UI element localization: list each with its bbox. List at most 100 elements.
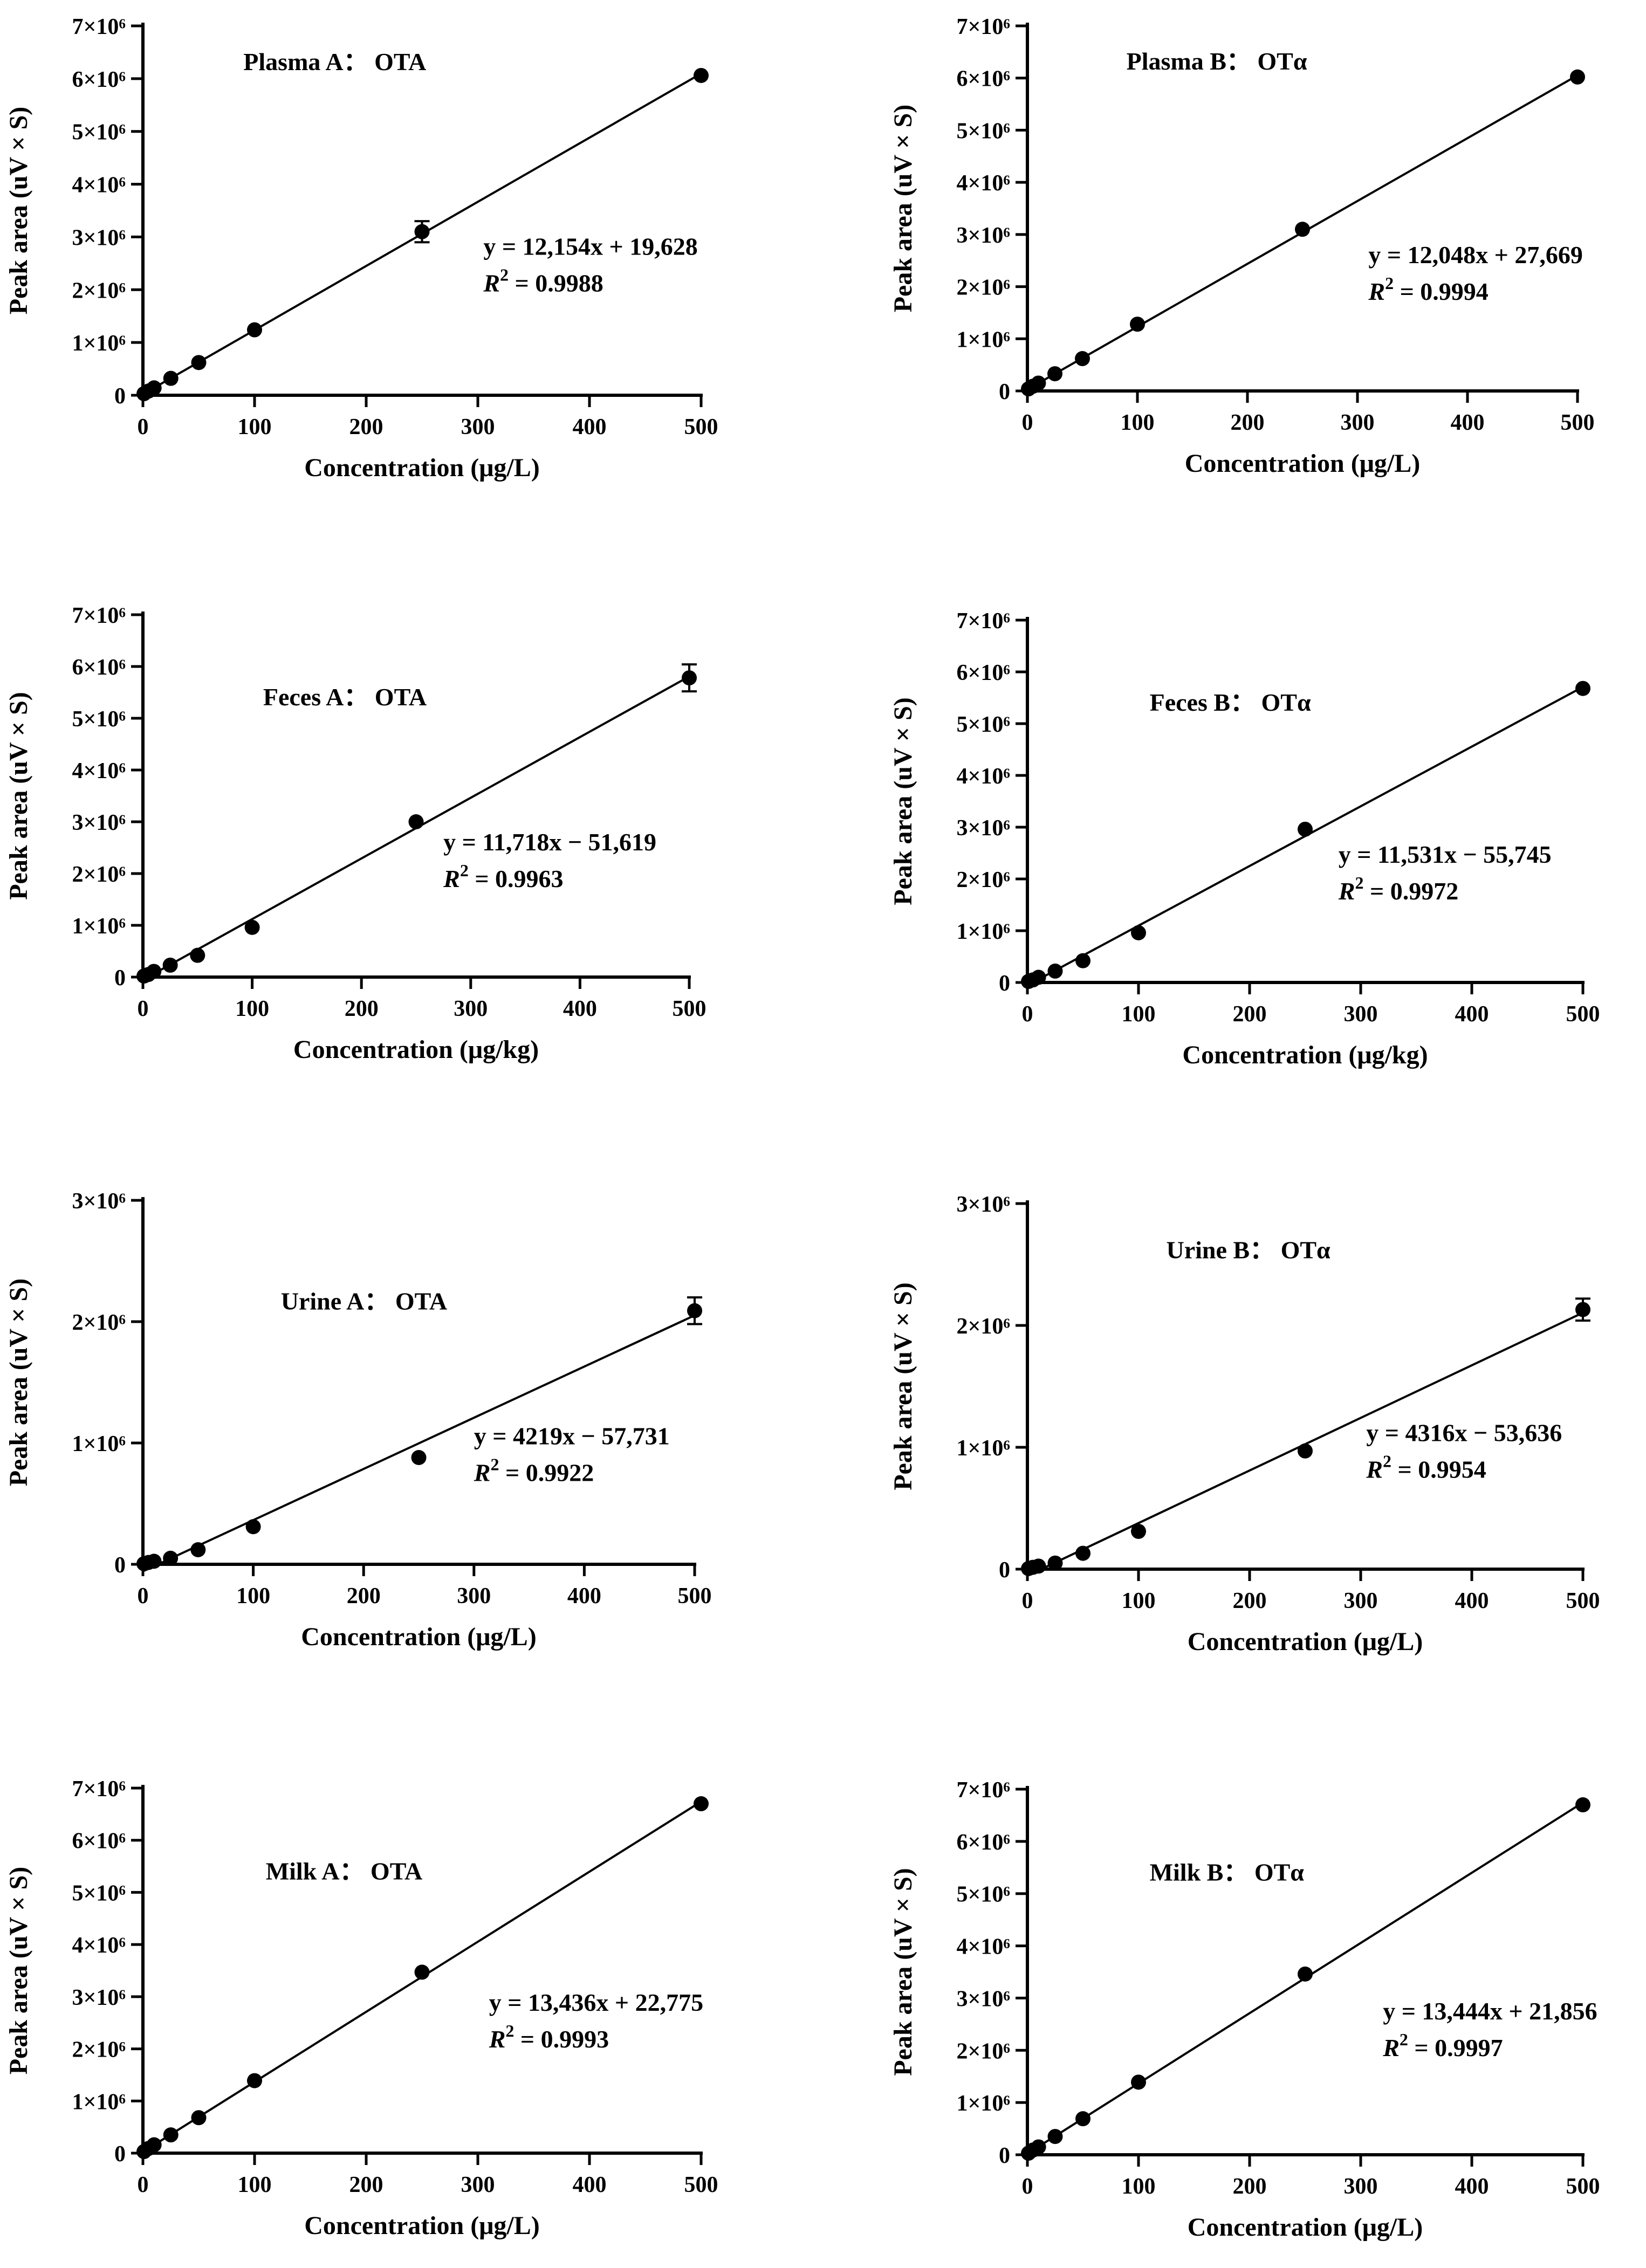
x-tick-label: 500 — [678, 1584, 712, 1609]
data-point — [191, 355, 207, 370]
regression-equation: y = 13,444x + 21,856 — [1383, 1997, 1597, 2025]
data-point — [1570, 69, 1585, 85]
data-point — [1131, 2074, 1146, 2090]
regression-line — [143, 1314, 695, 1572]
x-axis-title: Concentration (μg/kg) — [293, 1035, 539, 1064]
r-squared-symbol: R — [443, 865, 460, 892]
y-tick-label: 1×10⁶ — [72, 1432, 126, 1456]
x-tick-label: 100 — [1122, 1002, 1156, 1027]
y-axis-title: Peak area (uV × S) — [4, 692, 33, 900]
data-point — [163, 1550, 179, 1566]
y-tick-label: 0 — [999, 380, 1010, 404]
y-tick-label: 7×10⁶ — [956, 609, 1010, 634]
regression-equation: y = 13,436x + 22,775 — [489, 1989, 703, 2016]
panel-title: Milk A： OTA — [266, 1857, 423, 1885]
r-squared-value: = 0.9994 — [1394, 278, 1489, 305]
data-point — [1047, 1555, 1063, 1571]
y-tick-label: 5×10⁶ — [72, 707, 126, 732]
r-squared: R2 = 0.9963 — [443, 861, 563, 892]
x-tick-label: 300 — [461, 2173, 495, 2197]
r-squared-value: = 0.9988 — [509, 270, 603, 297]
y-tick-label: 5×10⁶ — [956, 1882, 1010, 1907]
data-point — [694, 1796, 709, 1812]
panel-title: Urine B： OTα — [1167, 1236, 1331, 1264]
y-tick-label: 3×10⁶ — [72, 1189, 126, 1214]
r-squared: R2 = 0.9997 — [1382, 2030, 1503, 2061]
data-point — [1075, 351, 1090, 367]
x-tick-label: 200 — [345, 996, 379, 1021]
data-point — [408, 814, 424, 829]
x-tick-label: 300 — [457, 1584, 491, 1609]
r-squared-symbol: R — [1368, 278, 1385, 305]
data-point — [146, 380, 162, 396]
y-tick-label: 4×10⁶ — [72, 759, 126, 784]
y-tick-label: 6×10⁶ — [956, 67, 1010, 92]
data-point — [1130, 317, 1145, 332]
y-tick-label: 2×10⁶ — [72, 862, 126, 887]
r-squared: R2 = 0.9972 — [1338, 873, 1458, 905]
x-tick-label: 100 — [236, 1584, 270, 1609]
data-point — [687, 1303, 702, 1318]
r-squared-exponent: 2 — [500, 265, 509, 285]
x-tick-label: 300 — [1341, 410, 1375, 435]
y-tick-label: 4×10⁶ — [956, 1935, 1010, 1960]
y-tick-label: 7×10⁶ — [956, 15, 1010, 39]
x-tick-label: 200 — [1233, 1002, 1267, 1027]
x-tick-label: 400 — [567, 1584, 601, 1609]
y-tick-label: 3×10⁶ — [956, 1987, 1010, 2011]
data-point — [1031, 375, 1046, 391]
x-tick-label: 500 — [1566, 1002, 1600, 1027]
x-tick-label: 400 — [1451, 410, 1485, 435]
x-tick-label: 500 — [1566, 2174, 1600, 2199]
y-axis-title: Peak area (uV × S) — [889, 1282, 917, 1490]
regression-equation: y = 4316x − 53,636 — [1366, 1419, 1562, 1447]
data-point — [1575, 1302, 1590, 1317]
y-tick-label: 4×10⁶ — [956, 764, 1010, 789]
y-tick-label: 3×10⁶ — [956, 816, 1010, 841]
chart-panel-urine-a: 0 100 200 300 400 500 0 1×10⁶ 2×10⁶ 3×10⁶ Concentr… — [4, 1189, 712, 1651]
x-tick-label: 0 — [1022, 2174, 1033, 2199]
x-tick-label: 0 — [138, 2173, 149, 2197]
r-squared-symbol: R — [483, 270, 500, 297]
x-axis-title: Concentration (μg/L) — [301, 1623, 537, 1651]
y-tick-label: 0 — [114, 1553, 126, 1578]
r-squared-value: = 0.9922 — [499, 1459, 594, 1486]
x-tick-label: 200 — [349, 2173, 383, 2197]
data-point — [190, 947, 205, 963]
data-point — [162, 957, 178, 973]
y-tick-label: 5×10⁶ — [72, 120, 126, 145]
panel-title: Feces B： OTα — [1150, 689, 1311, 716]
r-squared-value: = 0.9972 — [1363, 877, 1458, 905]
y-tick-label: 4×10⁶ — [956, 171, 1010, 196]
y-tick-label: 6×10⁶ — [956, 1830, 1010, 1855]
chart-panel-milk-a: 0 100 200 300 400 500 0 1×10⁶ 2×10⁶ 3×10⁶ 4×10⁶ 5×1… — [4, 1777, 718, 2240]
y-tick-label: 1×10⁶ — [72, 914, 126, 939]
data-point — [1298, 1966, 1313, 1982]
y-tick-label: 1×10⁶ — [956, 919, 1010, 944]
y-tick-label: 7×10⁶ — [956, 1778, 1010, 1803]
y-tick-label: 0 — [114, 966, 126, 991]
x-tick-label: 0 — [1022, 1589, 1033, 1613]
y-tick-label: 3×10⁶ — [956, 1192, 1010, 1217]
r-squared-exponent: 2 — [460, 861, 469, 880]
x-tick-label: 100 — [1121, 410, 1155, 435]
y-tick-label: 0 — [999, 1558, 1010, 1583]
y-tick-label: 0 — [999, 2143, 1010, 2168]
x-tick-label: 500 — [1566, 1589, 1600, 1613]
x-axis-title: Concentration (μg/L) — [1188, 1627, 1423, 1656]
x-tick-label: 400 — [1455, 2174, 1489, 2199]
y-tick-label: 2×10⁶ — [956, 1314, 1010, 1339]
y-axis-title: Peak area (uV × S) — [4, 107, 33, 315]
data-point — [1298, 1443, 1313, 1459]
x-tick-label: 200 — [1233, 1589, 1267, 1613]
data-point — [1047, 2129, 1063, 2145]
data-point — [1298, 821, 1313, 837]
r-squared-exponent: 2 — [490, 1454, 499, 1474]
y-tick-label: 6×10⁶ — [72, 67, 126, 92]
chart-panel-urine-b: 0 100 200 300 400 500 0 1×10⁶ 2×10⁶ 3×10⁶ Concentr… — [889, 1192, 1600, 1656]
data-point — [245, 1519, 261, 1535]
r-squared-symbol: R — [1338, 877, 1355, 905]
data-point — [1295, 222, 1310, 237]
r-squared-exponent: 2 — [1355, 873, 1363, 892]
y-tick-label: 6×10⁶ — [72, 1829, 126, 1854]
